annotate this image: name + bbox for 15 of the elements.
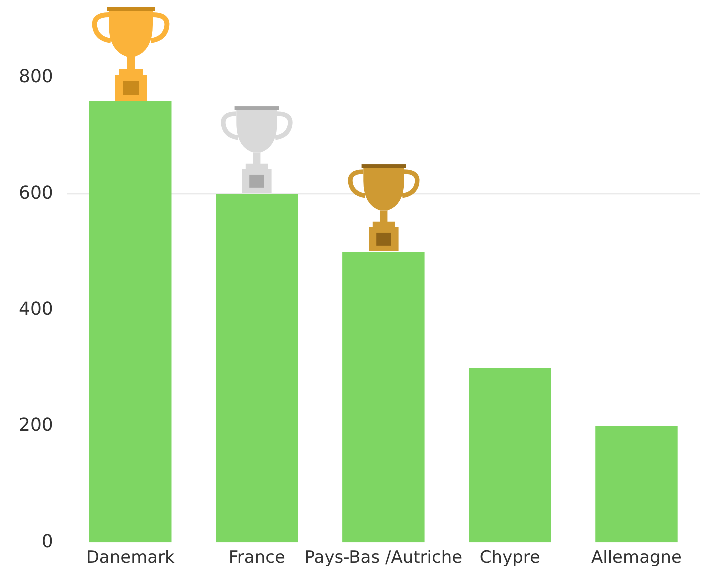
y-tick-label: 400: [18, 298, 54, 320]
bar: [596, 426, 678, 543]
y-tick-label: 800: [18, 66, 54, 88]
x-tick-label: Danemark: [86, 548, 176, 568]
y-tick-label: 200: [18, 415, 54, 436]
x-tick-label: Pays-Bas /Autriche: [304, 548, 463, 568]
y-tick-label: 600: [18, 182, 54, 204]
x-tick-label: France: [228, 548, 286, 568]
x-tick-label: Chypre: [480, 548, 540, 568]
x-tick-label: Allemagne: [591, 548, 682, 568]
bar: [342, 252, 425, 543]
y-tick-label: 0: [42, 531, 54, 552]
bar: [469, 368, 552, 543]
bar: [216, 194, 298, 543]
bar: [90, 101, 172, 543]
